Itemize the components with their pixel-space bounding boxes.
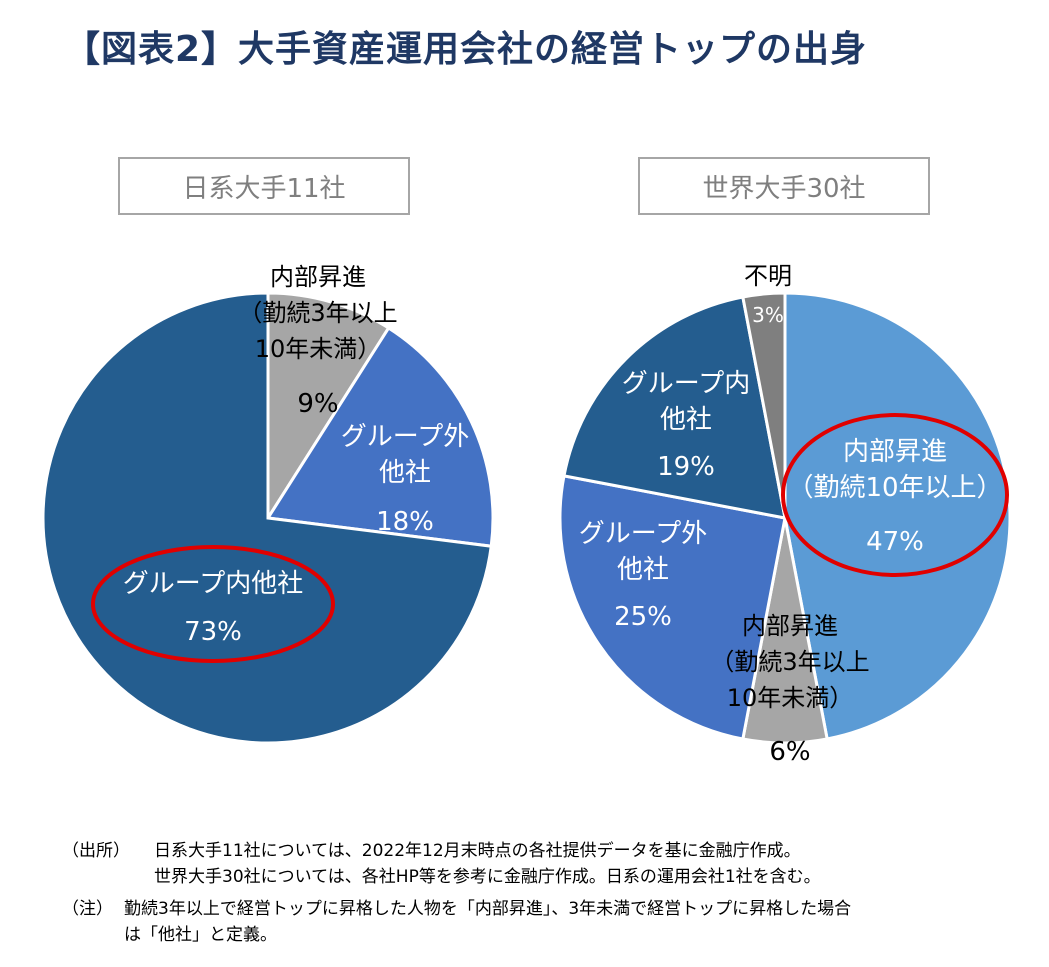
slice-label: 他社 xyxy=(379,458,431,488)
pie-slice xyxy=(265,325,495,548)
pie-slice xyxy=(41,291,493,745)
slice-label: 内部昇進 xyxy=(843,437,947,467)
pie-slice xyxy=(266,291,391,524)
note-line-1: 勤続3年以上で経営トップに昇格した人物を「内部昇進」、3年未満で経営トップに昇格… xyxy=(124,899,852,919)
note-line-2: は「他社」と定義。 xyxy=(124,925,277,945)
slice-value-label: 47% xyxy=(866,527,924,557)
slice-label: 不明 xyxy=(744,262,792,290)
slice-value-label: 6% xyxy=(769,737,810,767)
slice-value-label: 9% xyxy=(297,389,338,419)
highlight-ellipse xyxy=(781,413,1009,577)
pie-chart-1: 内部昇進 （勤続10年以上） 47% 内部昇進 （勤続3年以上 10年未満） 6% グループ外… xyxy=(558,262,1012,767)
pie-slice xyxy=(783,291,1012,741)
slice-label: 内部昇進 xyxy=(270,263,366,291)
slice-label: 10年未満） xyxy=(255,335,382,363)
slice-label: （勤続3年以上 xyxy=(710,648,869,676)
slice-label: 内部昇進 xyxy=(742,612,838,640)
slice-value-label: 73% xyxy=(184,617,242,647)
source-line-1: 日系大手11社については、2022年12月末時点の各社提供データを基に金融庁作成… xyxy=(154,841,801,861)
slice-label: 他社 xyxy=(617,555,669,585)
pie-slice xyxy=(562,295,787,520)
slice-value-label: 18% xyxy=(376,507,434,537)
slice-value-label: 3% xyxy=(752,303,784,327)
slice-label: グループ外 xyxy=(341,422,469,452)
source-tag: （出所） xyxy=(62,841,130,861)
source-line-2: 世界大手30社については、各社HP等を参考に金融庁作成。日系の運用会社1社を含む… xyxy=(154,867,821,887)
highlight-ellipse xyxy=(91,545,335,663)
slice-label-group: グループ内他社 73% xyxy=(123,569,303,647)
slice-label: （勤続10年以上） xyxy=(787,473,1002,503)
page-title: 【図表2】大手資産運用会社の経営トップの出身 xyxy=(64,29,868,70)
chart-title-japan: 日系大手11社 xyxy=(118,157,410,215)
note-tag: （注） xyxy=(62,899,113,919)
slice-label: 他社 xyxy=(660,405,712,435)
pie-slice xyxy=(558,474,787,741)
slice-label-group: 内部昇進 （勤続3年以上 10年未満） 6% xyxy=(710,612,869,767)
slice-label-group: 内部昇進 （勤続3年以上 10年未満） 9% xyxy=(238,263,397,419)
slice-value-label: 25% xyxy=(614,602,672,632)
pie-slice xyxy=(741,291,787,519)
slice-label: グループ内 xyxy=(622,369,750,399)
slice-label: グループ内他社 xyxy=(123,569,303,599)
slice-label-group: 内部昇進 （勤続10年以上） 47% xyxy=(787,437,1002,557)
slice-label-group: 不明 3% xyxy=(744,262,792,327)
slice-label: 10年未満） xyxy=(727,684,854,712)
chart-title-global: 世界大手30社 xyxy=(638,157,930,215)
slice-value-label: 19% xyxy=(657,452,715,482)
slice-label: グループ外 xyxy=(579,519,707,549)
footnotes: （出所） 日系大手11社については、2022年12月末時点の各社提供データを基に… xyxy=(62,838,1042,948)
slice-label-group: グループ内他社 19% xyxy=(622,369,750,482)
slice-label: （勤続3年以上 xyxy=(238,299,397,327)
